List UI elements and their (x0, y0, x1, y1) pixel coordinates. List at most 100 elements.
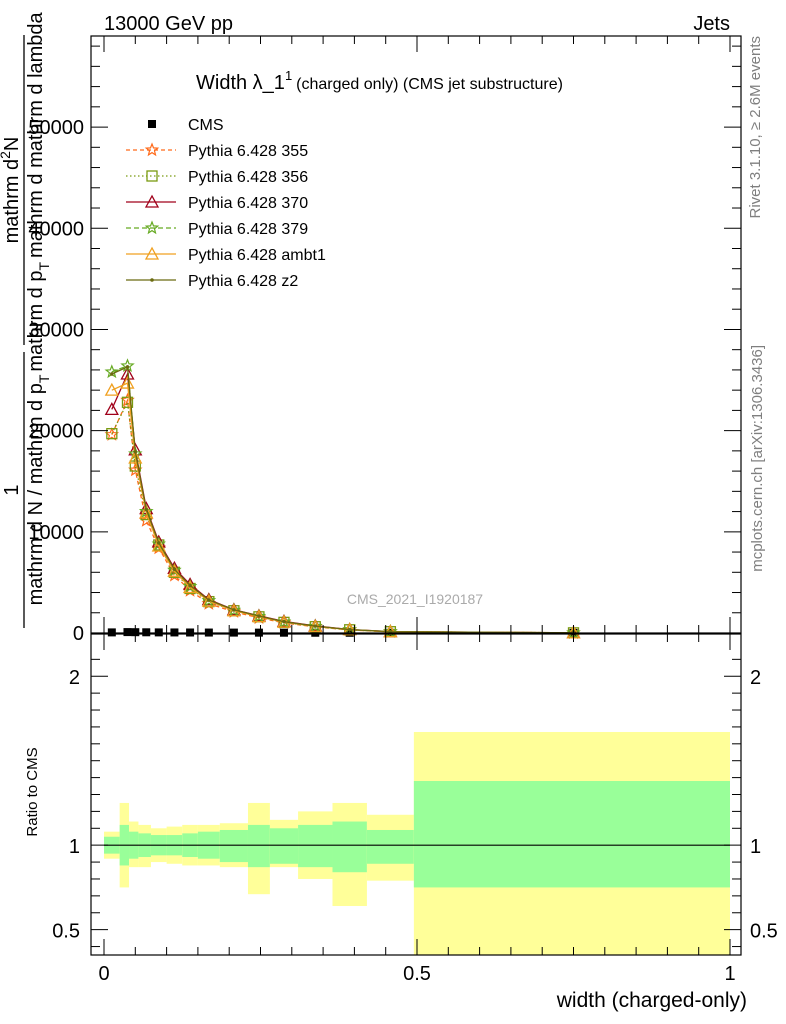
ratio-ytick-label: 0.5 (52, 921, 80, 943)
main-ytick-label: 50000 (28, 117, 84, 139)
series-point (282, 619, 286, 624)
ratio-ytick-label-right: 0.5 (750, 921, 778, 943)
ratio-ytick-label-right: 1 (750, 836, 761, 858)
legend-entry: Pythia 6.428 ambt1 (126, 246, 326, 264)
rivet-label: Rivet 3.1.10, ≥ 2.6M events (747, 36, 764, 219)
series-point (150, 278, 154, 282)
ratio-bands (104, 731, 730, 955)
series-point (121, 396, 134, 408)
series-point (207, 598, 211, 602)
legend-entry: Pythia 6.428 356 (126, 169, 308, 186)
xtick-label: 1 (724, 963, 735, 985)
series-point (120, 366, 135, 380)
main-panel: 0 10000 20000 30000 40000 50000 CMS_2021_I192… (0, 11, 742, 645)
series-line (111, 364, 574, 634)
series-point (104, 382, 119, 396)
legend-label: Pythia 6.428 356 (188, 169, 308, 186)
series-pythia-6-428-355 (104, 392, 581, 640)
series-point (347, 627, 352, 632)
legend-entry: Pythia 6.428 379 (126, 220, 308, 238)
series-pythia-6-428-356 (106, 396, 580, 639)
analysis-watermark: CMS_2021_I1920187 (347, 591, 483, 607)
series-point (106, 428, 118, 440)
series-point (104, 402, 119, 416)
series-line (111, 365, 574, 634)
ratio-inner-band (269, 828, 299, 864)
legend: CMS Pythia 6.428 355 Pythia 6.428 356 Pythi… (126, 117, 326, 290)
series-line (111, 397, 574, 634)
series-point (146, 170, 158, 182)
title-sub: (charged only) (CMS jet substructure) (296, 76, 563, 93)
ratio-inner-band (247, 824, 270, 868)
series-line (111, 371, 574, 634)
series-point (276, 614, 292, 629)
ratio-ytick-label-right: 2 (750, 667, 761, 689)
main-chart-marks (104, 358, 581, 640)
energy-label: 13000 GeV pp (104, 13, 233, 35)
main-ylabel: 1 mathrm d N / mathrm d pT mathrm d2N ma… (0, 11, 52, 628)
series-point (104, 427, 120, 441)
cms-point (154, 628, 163, 637)
legend-entry: Pythia 6.428 z2 (126, 273, 298, 290)
title-main: Width λ_1 (196, 72, 285, 94)
series-point (308, 618, 323, 633)
main-title: Width λ_11 (charged only) (CMS jet substr… (196, 68, 563, 94)
series-pythia-6-428-ambt1 (104, 375, 581, 639)
main-ytick-label: 10000 (28, 522, 84, 544)
xtick-label: 0.5 (403, 963, 431, 985)
main-ytick-label: 20000 (28, 421, 84, 443)
ratio-ytick-label: 2 (69, 667, 80, 689)
legend-label: Pythia 6.428 z2 (188, 273, 298, 290)
cms-point (107, 628, 116, 637)
ratio-inner-band (366, 829, 414, 864)
legend-label: Pythia 6.428 370 (188, 195, 308, 212)
series-pythia-6-428-370 (104, 366, 581, 639)
ratio-inner-band (413, 780, 730, 888)
series-point (188, 583, 192, 588)
series-point (172, 567, 177, 572)
series-point (156, 541, 161, 545)
series-point (128, 450, 143, 464)
series-pythia-6-428-379 (104, 358, 581, 640)
ratio-ticks: 0.5 0.5 1 1 2 2 0 0.5 1 (52, 634, 778, 985)
series-point (120, 375, 135, 389)
legend-label: CMS (188, 117, 224, 134)
series-point (182, 578, 198, 593)
series-point (167, 562, 182, 577)
series-line (111, 400, 574, 634)
series-point (125, 365, 130, 369)
series-point (144, 194, 160, 208)
series-point (257, 614, 261, 618)
series-point (120, 392, 135, 407)
series-point (151, 538, 166, 552)
series-point (110, 372, 114, 376)
xtick-label: 0 (98, 963, 109, 985)
series-pythia-6-428-z2 (110, 365, 576, 635)
ratio-ytick-label: 1 (69, 836, 80, 858)
series-point (167, 563, 182, 577)
main-ytick-label: 40000 (28, 218, 84, 240)
series-point (128, 462, 143, 477)
main-ytick-label: 30000 (28, 319, 84, 341)
cms-point (148, 120, 156, 128)
cms-point (123, 628, 132, 637)
process-label: Jets (693, 13, 730, 35)
ratio-inner-band (219, 829, 248, 863)
series-point (144, 220, 160, 235)
legend-label: Pythia 6.428 ambt1 (188, 247, 326, 264)
series-point (133, 450, 138, 454)
ratio-ylabel: Ratio to CMS (24, 747, 41, 836)
ylabel-numerator: mathrm d2N (0, 137, 23, 244)
main-ytick-label: 0 (73, 623, 84, 645)
ratio-inner-band (298, 824, 333, 868)
ylabel-frac-one: 1 (1, 484, 23, 495)
xlabel: width (charged-only) (556, 989, 747, 1012)
series-point (144, 246, 160, 260)
ratio-panel: 0.5 0.5 1 1 2 2 0 0.5 1 Ratio to CMS width (char… (24, 633, 778, 1012)
series-point (144, 142, 160, 157)
mcplots-label: mcplots.cern.ch [arXiv:1306.3436] (749, 345, 766, 572)
series-point (139, 505, 154, 519)
legend-entry: Pythia 6.428 370 (126, 194, 308, 212)
title-sup: 1 (285, 68, 292, 83)
